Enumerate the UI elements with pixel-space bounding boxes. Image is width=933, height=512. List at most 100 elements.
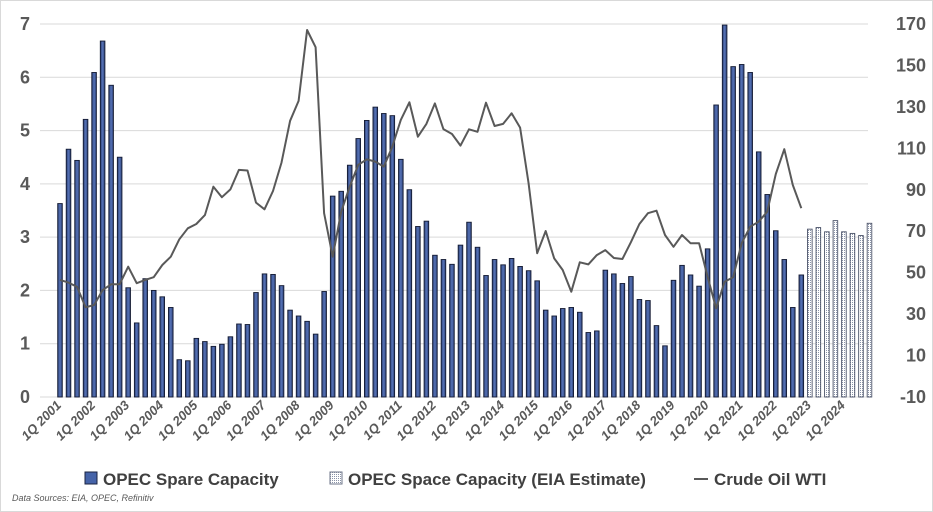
bar-spare-capacity — [619, 283, 626, 398]
left-tick-label: 6 — [20, 67, 30, 87]
legend: OPEC Spare Capacity OPEC Space Capacity … — [84, 470, 826, 489]
bar-spare-capacity — [108, 84, 114, 398]
bar-spare-capacity — [457, 244, 464, 398]
bar-spare-capacity — [721, 24, 728, 398]
right-tick-label: 170 — [896, 14, 926, 34]
bar-spare-capacity — [585, 332, 592, 398]
bar-spare-capacity — [645, 300, 651, 398]
bar-spare-capacity — [474, 246, 481, 398]
left-axis-ticks: 0 1 2 3 4 5 6 7 — [20, 14, 30, 407]
bar-spare-capacity — [261, 273, 268, 398]
bar-eia-estimate — [832, 220, 839, 398]
right-tick-label: 50 — [906, 263, 926, 283]
bar-spare-capacity — [57, 203, 63, 398]
bar-spare-capacity — [176, 359, 183, 398]
right-tick-label: 130 — [896, 97, 926, 117]
bar-spare-capacity — [798, 274, 805, 398]
bar-eia-estimate — [866, 222, 873, 398]
bar-spare-capacity — [517, 266, 523, 398]
bar-eia-estimate — [815, 227, 822, 398]
bar-spare-capacity — [278, 285, 285, 398]
left-tick-label: 4 — [20, 174, 30, 194]
bar-spare-capacity — [687, 274, 694, 398]
bar-spare-capacity — [730, 66, 736, 398]
bar-spare-capacity — [449, 263, 455, 398]
gridlines — [40, 23, 868, 398]
bar-spare-capacity — [398, 158, 404, 398]
bar-spare-capacity — [415, 226, 421, 398]
bar-spare-capacity — [338, 190, 344, 398]
left-tick-label: 2 — [20, 280, 30, 300]
bar-spare-capacity — [389, 115, 396, 398]
bar-spare-capacity — [542, 309, 549, 398]
bar-spare-capacity — [329, 195, 336, 398]
bar-spare-capacity — [116, 156, 123, 398]
legend-label-spare-capacity: OPEC Spare Capacity — [103, 470, 279, 489]
bar-spare-capacity — [312, 333, 319, 398]
bars — [57, 24, 873, 398]
left-tick-label: 7 — [20, 14, 30, 34]
bar-spare-capacity — [236, 323, 242, 398]
bar-spare-capacity — [193, 337, 200, 398]
bar-spare-capacity — [653, 325, 660, 398]
bar-spare-capacity — [755, 151, 762, 398]
bar-spare-capacity — [713, 104, 719, 398]
bar-spare-capacity — [508, 258, 515, 398]
left-tick-label: 5 — [20, 121, 30, 141]
bar-spare-capacity — [304, 320, 310, 398]
right-axis-ticks: -10 10 30 50 70 90 110 130 150 170 — [896, 14, 926, 407]
bar-spare-capacity — [696, 285, 702, 398]
bar-spare-capacity — [594, 330, 600, 398]
left-tick-label: 0 — [20, 387, 30, 407]
wti-line — [59, 29, 803, 310]
bar-spare-capacity — [364, 119, 370, 398]
bar-spare-capacity — [525, 270, 532, 398]
source-note: Data Sources: EIA, OPEC, Refinitiv — [12, 493, 154, 503]
bar-spare-capacity — [483, 275, 489, 398]
bar-spare-capacity — [142, 278, 148, 398]
bar-spare-capacity — [636, 299, 643, 398]
bar-spare-capacity — [168, 307, 174, 398]
legend-label-wti: Crude Oil WTI — [714, 470, 826, 489]
bar-spare-capacity — [99, 40, 106, 398]
bar-spare-capacity — [747, 72, 753, 398]
bar-spare-capacity — [372, 106, 379, 398]
bar-spare-capacity — [125, 287, 131, 398]
bar-spare-capacity — [466, 221, 472, 398]
right-tick-label: 110 — [897, 138, 926, 158]
left-tick-label: 1 — [20, 334, 30, 354]
bar-spare-capacity — [210, 345, 217, 398]
bar-spare-capacity — [568, 307, 575, 398]
bar-spare-capacity — [790, 307, 796, 398]
bar-spare-capacity — [346, 164, 353, 398]
bar-spare-capacity — [287, 309, 293, 398]
bar-spare-capacity — [500, 264, 506, 398]
bar-spare-capacity — [295, 315, 302, 398]
bar-spare-capacity — [773, 230, 779, 398]
right-tick-label: 70 — [906, 221, 926, 241]
bar-spare-capacity — [704, 248, 711, 398]
bar-spare-capacity — [432, 254, 438, 398]
bar-spare-capacity — [602, 269, 609, 398]
bar-eia-estimate — [824, 231, 830, 398]
bar-spare-capacity — [82, 118, 89, 398]
bar-spare-capacity — [159, 296, 165, 398]
right-tick-label: 150 — [896, 55, 926, 75]
bar-spare-capacity — [74, 159, 80, 398]
bar-spare-capacity — [628, 276, 634, 398]
bar-spare-capacity — [253, 292, 259, 398]
legend-swatch-spare-capacity — [84, 471, 98, 485]
bar-spare-capacity — [662, 345, 668, 398]
bar-spare-capacity — [559, 308, 566, 398]
legend-swatch-eia-estimate — [329, 471, 343, 485]
bar-spare-capacity — [440, 259, 447, 398]
bar-eia-estimate — [858, 235, 864, 398]
bar-spare-capacity — [91, 72, 97, 398]
bar-spare-capacity — [227, 336, 234, 398]
bar-spare-capacity — [270, 273, 276, 398]
bar-eia-estimate — [849, 232, 856, 398]
legend-label-eia-estimate: OPEC Space Capacity (EIA Estimate) — [348, 470, 646, 489]
right-tick-label: 10 — [906, 346, 926, 366]
